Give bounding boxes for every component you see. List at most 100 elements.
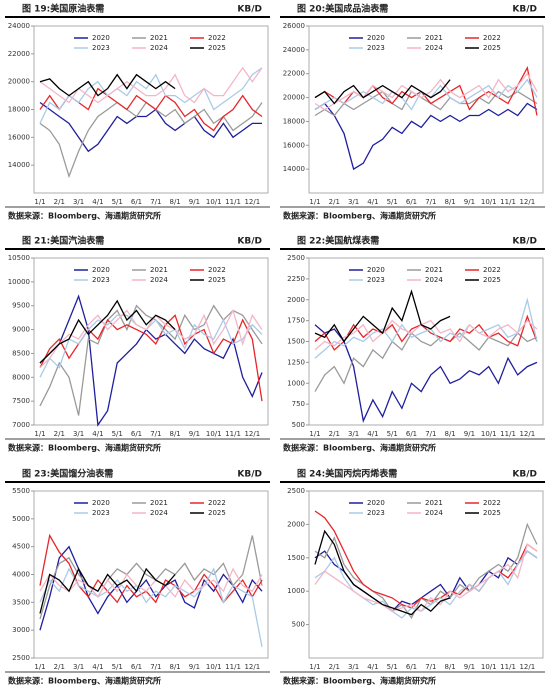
series-line xyxy=(39,304,263,416)
legend-label: 2024 xyxy=(150,44,168,52)
x-tick-label: 12/1 xyxy=(244,430,260,438)
x-tick-label: 1/1 xyxy=(34,430,45,438)
series-line xyxy=(39,567,263,598)
chart-panel: 图 20:美国成品油表需 KB/D 14000 16000 18000 20000 2200… xyxy=(280,3,545,221)
series-line xyxy=(39,314,263,402)
x-tick-label: 1/1 xyxy=(309,430,320,438)
x-tick-label: 8/1 xyxy=(169,430,180,438)
legend-label: 2020 xyxy=(367,34,385,42)
x-tick-label: 11/1 xyxy=(500,663,516,671)
x-tick-label: 6/1 xyxy=(131,198,142,206)
x-tick-label: 10/1 xyxy=(481,198,497,206)
legend-label: 2024 xyxy=(425,44,443,52)
y-tick-label: 14000 xyxy=(8,161,30,169)
series-line xyxy=(314,543,538,613)
x-tick-label: 5/1 xyxy=(112,198,123,206)
x-tick-label: 9/1 xyxy=(189,430,200,438)
legend-label: 2022 xyxy=(208,34,226,42)
source-note: 数据来源：Bloomberg、海通期货研究所 xyxy=(8,443,161,453)
legend-label: 2022 xyxy=(483,266,501,274)
y-tick-label: 2250 xyxy=(287,275,305,283)
y-tick-label: 9000 xyxy=(12,326,30,334)
unit-label: KB/D xyxy=(237,5,262,15)
x-tick-label: 10/1 xyxy=(481,430,497,438)
x-tick-label: 12/1 xyxy=(244,663,260,671)
series-line xyxy=(39,299,176,364)
series-line xyxy=(314,510,538,609)
legend-label: 2022 xyxy=(483,34,501,42)
series-line xyxy=(314,522,538,620)
y-tick-label: 5000 xyxy=(12,515,30,523)
y-tick-label: 8500 xyxy=(12,349,30,357)
y-tick-label: 500 xyxy=(292,421,305,429)
x-tick-label: 2/1 xyxy=(329,198,340,206)
legend-label: 2024 xyxy=(425,509,443,517)
chart-panel: 图 23:美国馏分油表需 KB/D 2500 3000 3500 4000 4500 5000… xyxy=(5,468,270,686)
chart-panel: 图 19:美国原油表需 KB/D 14000 16000 18000 20000 22000… xyxy=(5,3,270,221)
x-tick-label: 2/1 xyxy=(329,430,340,438)
x-tick-label: 1/1 xyxy=(309,663,320,671)
y-tick-label: 16000 xyxy=(283,141,305,149)
chart-panel: 图 21:美国汽油表需 KB/D 7000 7500 8000 8500 9000 9500 1… xyxy=(5,235,270,453)
x-tick-label: 9/1 xyxy=(189,663,200,671)
plot-frame xyxy=(33,257,269,426)
x-tick-label: 3/1 xyxy=(73,198,84,206)
legend-label: 2021 xyxy=(150,34,168,42)
x-tick-label: 4/1 xyxy=(367,430,378,438)
x-tick-label: 5/1 xyxy=(387,198,398,206)
y-tick-label: 4000 xyxy=(12,571,30,579)
x-tick-label: 11/1 xyxy=(225,663,241,671)
series-line xyxy=(314,79,451,105)
x-tick-label: 7/1 xyxy=(425,663,436,671)
y-tick-label: 500 xyxy=(292,621,305,629)
x-tick-label: 4/1 xyxy=(92,430,103,438)
series-line xyxy=(39,308,263,369)
y-tick-label: 24000 xyxy=(283,46,305,54)
x-tick-label: 12/1 xyxy=(519,198,535,206)
x-tick-label: 8/1 xyxy=(444,430,455,438)
legend-label: 2022 xyxy=(483,499,501,507)
series-line xyxy=(314,297,538,359)
y-tick-label: 7000 xyxy=(12,421,30,429)
x-tick-label: 9/1 xyxy=(464,663,475,671)
legend-label: 2021 xyxy=(150,499,168,507)
legend-label: 2020 xyxy=(92,266,110,274)
y-tick-label: 5500 xyxy=(12,487,30,495)
legend-label: 2020 xyxy=(367,266,385,274)
y-tick-label: 2000 xyxy=(287,520,305,528)
x-tick-label: 6/1 xyxy=(131,663,142,671)
y-tick-label: 24000 xyxy=(8,22,30,30)
series-line xyxy=(39,101,262,153)
x-tick-label: 1/1 xyxy=(309,198,320,206)
source-note: 数据来源：Bloomberg、海通期货研究所 xyxy=(283,211,436,221)
legend-label: 2022 xyxy=(208,499,226,507)
series-line xyxy=(314,65,538,116)
x-tick-label: 12/1 xyxy=(244,198,260,206)
chart-title: 图 24:美国丙烷丙烯表需 xyxy=(297,468,397,480)
chart-title: 图 19:美国原油表需 xyxy=(22,3,104,15)
series-line xyxy=(39,73,176,97)
legend-label: 2021 xyxy=(425,34,443,42)
x-tick-label: 9/1 xyxy=(189,198,200,206)
y-tick-label: 22000 xyxy=(8,50,30,58)
legend-label: 2025 xyxy=(483,44,501,52)
legend-label: 2024 xyxy=(150,509,168,517)
y-tick-label: 2500 xyxy=(287,487,305,495)
source-note: 数据来源：Bloomberg、海通期货研究所 xyxy=(283,676,436,686)
unit-label: KB/D xyxy=(512,5,537,15)
source-note: 数据来源：Bloomberg、海通期货研究所 xyxy=(283,443,436,453)
y-tick-label: 1750 xyxy=(287,317,305,325)
legend-label: 2020 xyxy=(92,34,110,42)
x-tick-label: 2/1 xyxy=(54,663,65,671)
x-tick-label: 4/1 xyxy=(92,198,103,206)
y-tick-label: 1000 xyxy=(287,587,305,595)
y-tick-label: 750 xyxy=(292,400,305,408)
x-tick-label: 10/1 xyxy=(481,663,497,671)
x-tick-label: 10/1 xyxy=(206,663,222,671)
legend-label: 2020 xyxy=(367,499,385,507)
legend-label: 2023 xyxy=(367,44,385,52)
x-tick-label: 4/1 xyxy=(367,198,378,206)
chart-title: 图 23:美国馏分油表需 xyxy=(22,468,113,480)
y-tick-label: 3000 xyxy=(12,626,30,634)
